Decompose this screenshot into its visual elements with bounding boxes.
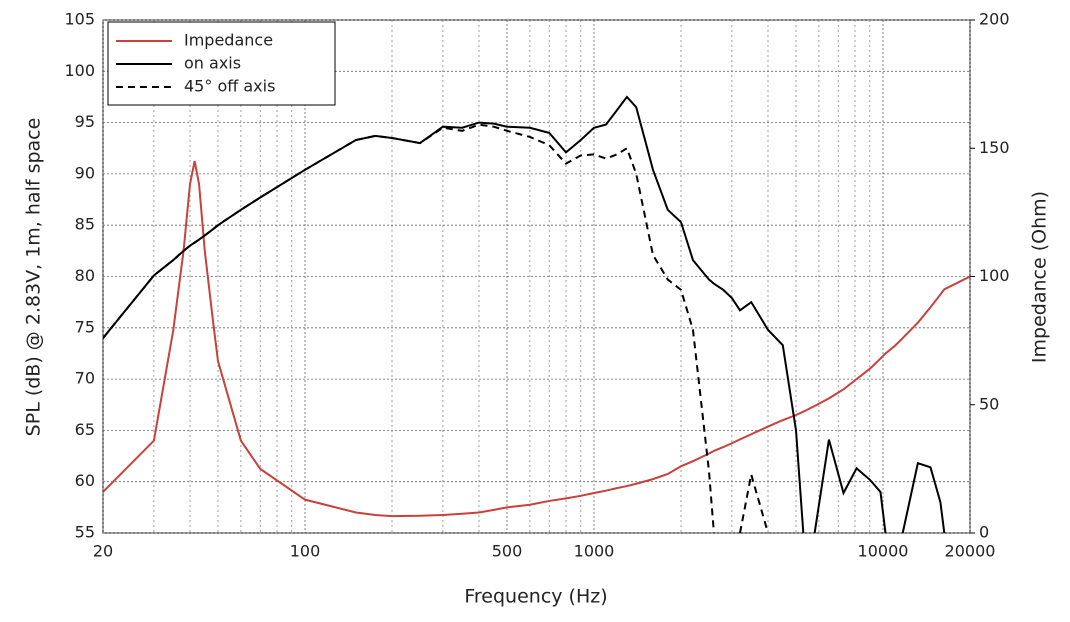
y-tick-label: 100	[64, 61, 95, 80]
legend-label: on axis	[184, 54, 241, 73]
y-tick-label: 105	[64, 10, 95, 29]
y2-tick-label: 200	[979, 10, 1010, 29]
y-tick-label: 95	[75, 112, 95, 131]
x-axis-label: Frequency (Hz)	[464, 586, 607, 608]
y2-tick-label: 100	[979, 266, 1010, 285]
y-tick-label: 85	[75, 215, 95, 234]
x-tick-label: 500	[492, 542, 523, 561]
y-tick-label: 90	[75, 163, 95, 182]
x-tick-label: 100	[290, 542, 321, 561]
y-tick-label: 65	[75, 420, 95, 439]
y2-axis-label: Impedance (Ohm)	[1029, 191, 1051, 363]
y-tick-label: 75	[75, 317, 95, 336]
y-tick-label: 80	[75, 266, 95, 285]
y-tick-label: 60	[75, 471, 95, 490]
legend-label: 45° off axis	[184, 77, 275, 96]
x-tick-label: 20	[93, 542, 113, 561]
x-tick-label: 10000	[858, 542, 909, 561]
y-axis-label: SPL (dB) @ 2.83V, 1m, half space	[23, 118, 45, 437]
y2-tick-label: 150	[979, 138, 1010, 157]
legend-label: Impedance	[184, 31, 273, 50]
legend: Impedance on axis 45° off axis	[107, 21, 336, 106]
x-tick-label: 20000	[945, 542, 996, 561]
x-tick-label: 1000	[574, 542, 615, 561]
y2-tick-label: 0	[979, 523, 989, 542]
series-line	[103, 160, 970, 518]
y2-tick-label: 50	[979, 394, 999, 413]
y-tick-label: 70	[75, 369, 95, 388]
series-line	[103, 123, 769, 533]
y-tick-label: 55	[75, 523, 95, 542]
